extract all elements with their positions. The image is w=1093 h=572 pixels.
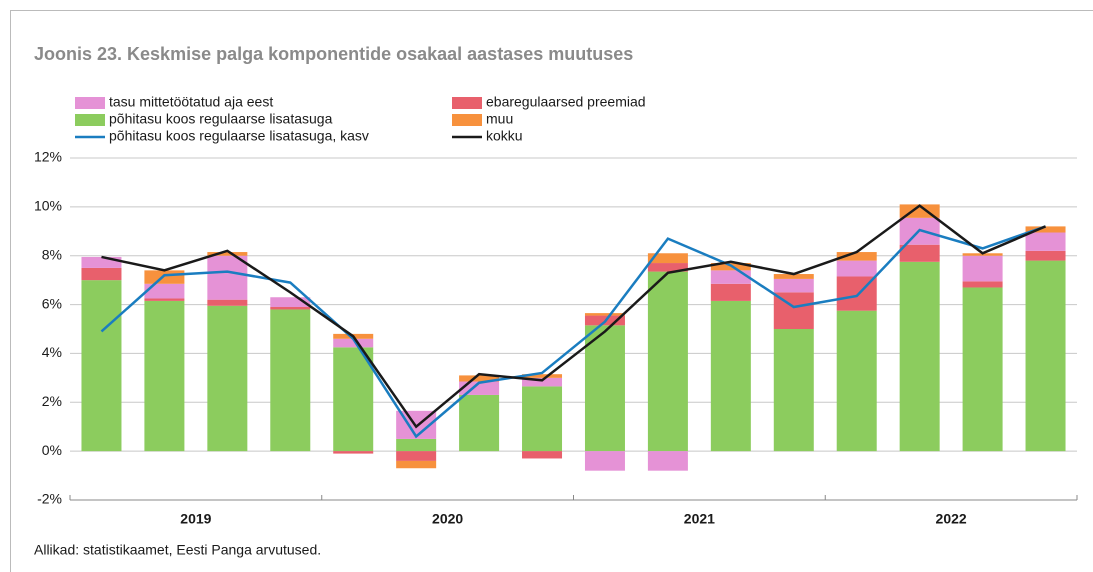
bar <box>396 438 437 452</box>
bar <box>584 451 625 471</box>
bar <box>81 280 122 452</box>
legend-label: põhitasu koos regulaarse lisatasuga, kas… <box>109 128 369 144</box>
legend-label: põhitasu koos regulaarse lisatasuga <box>109 111 333 127</box>
bar <box>144 298 185 301</box>
legend-swatch <box>452 97 482 109</box>
legend-swatch <box>452 114 482 126</box>
source: Allikad: statistikaamet, Eesti Panga arv… <box>34 542 321 558</box>
legend-swatch <box>75 97 105 109</box>
bar <box>584 313 625 316</box>
legend-label: kokku <box>486 128 523 144</box>
legend-swatch <box>75 114 105 126</box>
y-tick-label: 10% <box>34 198 62 214</box>
bar <box>710 283 751 301</box>
bar <box>396 451 437 461</box>
bar <box>270 309 311 452</box>
bar <box>81 267 122 281</box>
bar <box>522 386 563 452</box>
frame <box>10 10 1093 572</box>
bar <box>647 253 688 264</box>
legend-label: ebaregulaarsed preemiad <box>486 94 646 110</box>
bar <box>710 300 751 452</box>
x-group-label: 2020 <box>432 511 463 527</box>
bar <box>144 283 185 299</box>
bar <box>1025 260 1066 452</box>
y-tick-label: -2% <box>37 491 62 507</box>
bar <box>144 300 185 452</box>
bar <box>333 338 374 348</box>
y-tick-label: 8% <box>42 246 62 262</box>
bar <box>962 287 1003 452</box>
bar <box>773 278 814 293</box>
bar <box>836 310 877 452</box>
bar <box>207 299 248 306</box>
line <box>100 225 1046 439</box>
bar <box>459 375 500 382</box>
bar <box>207 305 248 452</box>
bar <box>396 460 437 469</box>
x-group-label: 2019 <box>180 511 211 527</box>
bar <box>647 263 688 272</box>
bar <box>962 281 1003 288</box>
y-tick-label: 0% <box>42 442 62 458</box>
bar <box>270 297 311 308</box>
y-tick-label: 4% <box>42 344 62 360</box>
bar <box>773 274 814 279</box>
bar <box>1025 226 1066 233</box>
bar <box>459 394 500 452</box>
bar <box>522 374 563 378</box>
bar <box>522 451 563 459</box>
bar <box>647 451 688 471</box>
y-tick-label: 12% <box>34 149 62 165</box>
bar <box>144 270 185 284</box>
bar <box>899 261 940 452</box>
bar <box>1025 232 1066 251</box>
bar <box>647 271 688 452</box>
y-tick-label: 2% <box>42 393 62 409</box>
chart-title: Joonis 23. Keskmise palga komponentide o… <box>34 44 633 64</box>
bar <box>836 252 877 261</box>
bar <box>81 256 122 268</box>
bar <box>207 252 248 256</box>
x-group-label: 2021 <box>684 511 715 527</box>
bar <box>333 451 374 454</box>
bar <box>962 255 1003 282</box>
bar <box>522 377 563 387</box>
bar <box>333 347 374 452</box>
bar <box>1025 250 1066 261</box>
legend-label: muu <box>486 111 513 127</box>
legend-label: tasu mittetöötatud aja eest <box>109 94 273 110</box>
x-group-label: 2022 <box>936 511 967 527</box>
bar <box>207 255 248 300</box>
bar <box>899 244 940 262</box>
bar <box>270 307 311 310</box>
line <box>101 204 1047 429</box>
y-tick-label: 6% <box>42 295 62 311</box>
bar <box>710 270 751 284</box>
bar <box>584 325 625 452</box>
bar <box>773 329 814 452</box>
bar <box>836 260 877 277</box>
